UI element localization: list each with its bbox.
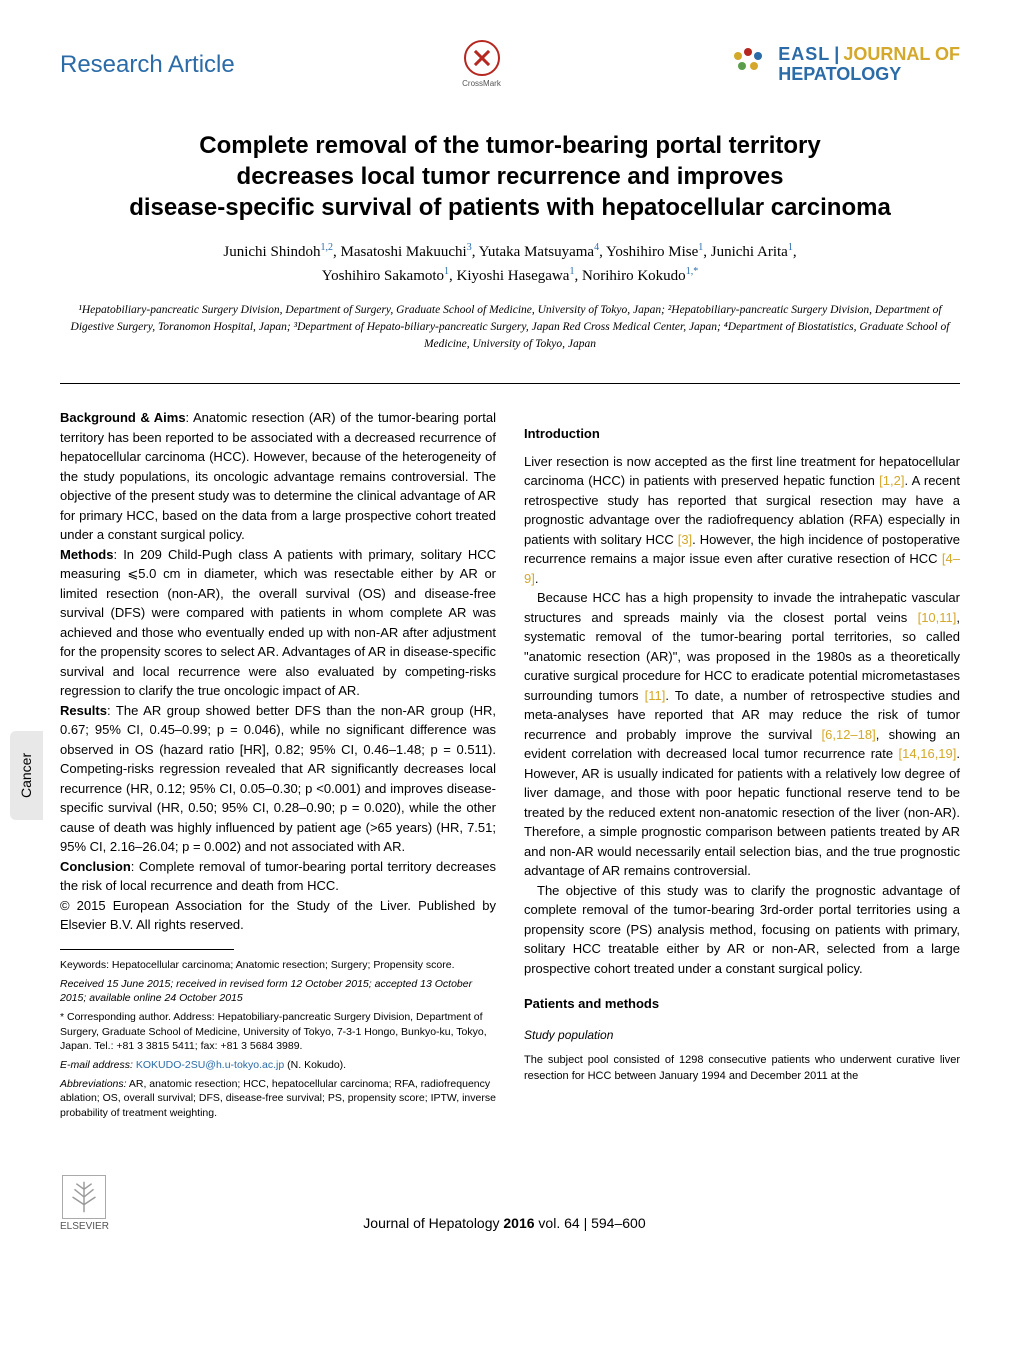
cite-6[interactable]: [6,12–18] xyxy=(822,727,876,742)
two-column-body: Background & Aims: Anatomic resection (A… xyxy=(60,408,960,1124)
intro-heading: Introduction xyxy=(524,424,960,444)
journal-of: JOURNAL OF xyxy=(843,45,960,65)
cite-5[interactable]: [11] xyxy=(645,688,666,703)
intro-p3: The objective of this study was to clari… xyxy=(524,881,960,979)
abstract-conclusion: Conclusion: Complete removal of tumor-be… xyxy=(60,857,496,896)
header-row: Research Article CrossMark EASL | JOURNA… xyxy=(60,40,960,90)
cite-1[interactable]: [1,2] xyxy=(879,473,904,488)
footer-citation: Journal of Hepatology 2016 vol. 64 | 594… xyxy=(109,1213,900,1234)
footer-cite-year: 2016 xyxy=(503,1215,534,1231)
cite-4[interactable]: [10,11] xyxy=(918,610,957,625)
bg-text: : Anatomic resection (AR) of the tumor-b… xyxy=(60,410,496,542)
email-link[interactable]: KOKUDO-2SU@h.u-tokyo.ac.jp xyxy=(136,1059,284,1071)
email-label: E-mail address: xyxy=(60,1059,136,1071)
abstract-copyright: © 2015 European Association for the Stud… xyxy=(60,896,496,935)
intro-p2e: . However, AR is usually indicated for p… xyxy=(524,746,960,878)
email-line: E-mail address: KOKUDO-2SU@h.u-tokyo.ac.… xyxy=(60,1058,496,1073)
bg-label: Background & Aims xyxy=(60,410,186,425)
author-1: Junichi Shindoh xyxy=(223,244,320,260)
author-2: Masatoshi Makuuchi xyxy=(340,244,466,260)
author-8: Norihiro Kokudo xyxy=(582,268,686,284)
email-tail: (N. Kokudo). xyxy=(284,1059,346,1071)
intro-p2a: Because HCC has a high propensity to inv… xyxy=(524,590,960,625)
author-4-sup: 1 xyxy=(698,242,703,253)
easl-brand: EASL xyxy=(778,45,830,65)
elsevier-logo: ELSEVIER xyxy=(60,1175,109,1234)
m-text: : In 209 Child-Pugh class A patients wit… xyxy=(60,547,496,699)
cite-2[interactable]: [3] xyxy=(678,532,692,547)
footer-cite-b: vol. 64 | 594–600 xyxy=(535,1215,646,1231)
abbreviations: Abbreviations: AR, anatomic resection; H… xyxy=(60,1077,496,1121)
m-label: Methods xyxy=(60,547,113,562)
cite-7[interactable]: [14,16,19] xyxy=(899,746,957,761)
keywords: Keywords: Hepatocellular carcinoma; Anat… xyxy=(60,958,496,973)
title-line-3: disease-specific survival of patients wi… xyxy=(129,194,891,221)
intro-p1d: . xyxy=(535,571,539,586)
journal-logo: EASL | JOURNAL OF HEPATOLOGY xyxy=(728,44,960,86)
footnotes: Keywords: Hepatocellular carcinoma; Anat… xyxy=(60,958,496,1121)
author-4: Yoshihiro Mise xyxy=(606,244,698,260)
intro-p2: Because HCC has a high propensity to inv… xyxy=(524,588,960,881)
title-line-2: decreases local tumor recurrence and imp… xyxy=(237,163,784,190)
article-title: Complete removal of the tumor-bearing po… xyxy=(60,130,960,224)
footer-row: ELSEVIER Journal of Hepatology 2016 vol.… xyxy=(60,1175,960,1234)
author-3: Yutaka Matsuyama xyxy=(479,244,594,260)
c-label: Conclusion xyxy=(60,859,131,874)
footer-cite-a: Journal of Hepatology xyxy=(363,1215,503,1231)
abbrev-label: Abbreviations: xyxy=(60,1078,127,1090)
author-5: Junichi Arita xyxy=(711,244,788,260)
abstract-methods: Methods: In 209 Child-Pugh class A patie… xyxy=(60,545,496,701)
elsevier-label: ELSEVIER xyxy=(60,1219,109,1234)
author-7: Kiyoshi Hasegawa xyxy=(457,268,570,284)
methods-p1: The subject pool consisted of 1298 conse… xyxy=(524,1052,960,1085)
elsevier-tree-icon xyxy=(62,1175,106,1219)
crossmark-icon xyxy=(464,40,500,76)
crossmark-label: CrossMark xyxy=(462,78,501,90)
right-column: Introduction Liver resection is now acce… xyxy=(524,408,960,1124)
journal-title-block: EASL | JOURNAL OF HEPATOLOGY xyxy=(778,45,960,85)
author-6-sup: 1 xyxy=(444,266,449,277)
rule-top xyxy=(60,383,960,384)
crossmark-logo[interactable]: CrossMark xyxy=(457,40,507,90)
abstract-background: Background & Aims: Anatomic resection (A… xyxy=(60,408,496,545)
abstract-results: Results: The AR group showed better DFS … xyxy=(60,701,496,857)
author-1-sup: 1,2 xyxy=(320,242,333,253)
intro-p1: Liver resection is now accepted as the f… xyxy=(524,452,960,589)
received: Received 15 June 2015; received in revis… xyxy=(60,977,496,1006)
footnote-rule xyxy=(60,949,234,950)
affiliations: ¹Hepatobiliary-pancreatic Surgery Divisi… xyxy=(60,302,960,354)
author-8-sup: 1,* xyxy=(686,266,699,277)
title-block: Complete removal of the tumor-bearing po… xyxy=(60,130,960,353)
title-line-1: Complete removal of the tumor-bearing po… xyxy=(199,132,820,159)
author-5-sup: 1 xyxy=(788,242,793,253)
author-2-sup: 3 xyxy=(467,242,472,253)
author-3-sup: 4 xyxy=(594,242,599,253)
methods-heading: Patients and methods xyxy=(524,994,960,1014)
journal-hepatology: HEPATOLOGY xyxy=(778,65,960,85)
methods-sub1: Study population xyxy=(524,1026,960,1044)
left-column: Background & Aims: Anatomic resection (A… xyxy=(60,408,496,1124)
author-6: Yoshihiro Sakamoto xyxy=(322,268,444,284)
easl-icon xyxy=(728,44,770,86)
r-label: Results xyxy=(60,703,107,718)
corresponding: * Corresponding author. Address: Hepatob… xyxy=(60,1010,496,1054)
r-text: : The AR group showed better DFS than th… xyxy=(60,703,496,855)
authors: Junichi Shindoh1,2, Masatoshi Makuuchi3,… xyxy=(60,240,960,288)
author-7-sup: 1 xyxy=(569,266,574,277)
article-type: Research Article xyxy=(60,47,235,83)
side-tab-cancer: Cancer xyxy=(10,731,43,820)
